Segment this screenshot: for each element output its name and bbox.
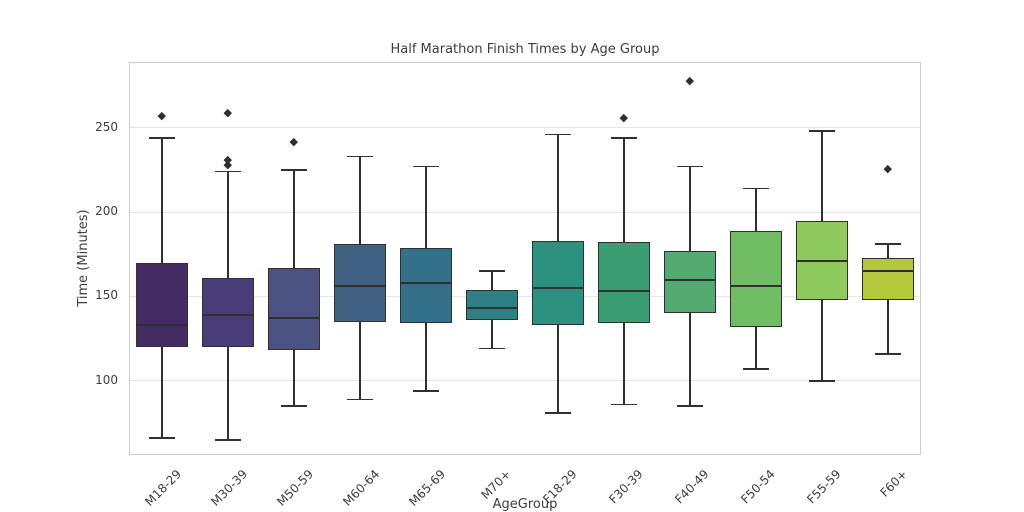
whisker-lower [887,299,889,354]
y-tick-label-200: 200 [95,204,118,219]
median-F30-39 [598,290,650,293]
whisker-cap-upper [809,130,835,132]
whisker-upper [491,271,493,290]
box-F18-29 [532,240,584,326]
whisker-lower [425,323,427,391]
whisker-upper [821,131,823,221]
y-tick-label-250: 250 [95,119,118,134]
median-F60+ [862,270,914,273]
median-F40-49 [664,278,716,281]
whisker-upper [161,137,163,263]
whisker-lower [623,323,625,405]
whisker-cap-upper [347,155,373,158]
chart-title: Half Marathon Finish Times by Age Group [390,42,660,57]
whisker-cap-lower [149,437,175,439]
whisker-cap-lower [413,390,439,392]
y-gridline-200 [130,211,920,213]
whisker-lower [689,313,691,407]
box-F50-54 [730,230,782,327]
y-axis-label: Time (Minutes) [76,209,91,307]
whisker-upper [293,169,295,268]
whisker-upper [557,134,559,241]
whisker-upper [623,137,625,243]
box-F40-49 [664,250,716,314]
whisker-cap-lower [281,405,307,407]
whisker-upper [359,156,361,245]
median-F50-54 [730,285,782,288]
whisker-cap-lower [545,412,571,414]
y-tick-label-150: 150 [95,288,118,303]
whisker-cap-lower [875,353,901,355]
median-M65-69 [400,281,452,284]
box-F60+ [862,257,914,300]
median-M60-64 [334,285,386,288]
whisker-cap-upper [149,137,175,139]
whisker-upper [425,166,427,248]
whisker-cap-lower [479,347,505,350]
whisker-cap-upper [611,137,637,139]
whisker-upper [755,188,757,231]
median-M70+ [466,307,518,310]
whisker-cap-lower [809,380,835,382]
whisker-cap-upper [281,169,307,171]
box-M30-39 [202,277,254,348]
whisker-lower [227,347,229,440]
box-M70+ [466,289,518,321]
whisker-cap-upper [677,165,703,168]
y-gridline-150 [130,295,920,297]
median-M50-59 [268,317,320,320]
median-M30-39 [202,314,254,316]
whisker-cap-lower [743,368,769,370]
whisker-cap-upper [413,165,439,168]
whisker-cap-lower [215,439,241,441]
y-tick-label-100: 100 [95,372,118,387]
box-M18-29 [136,262,188,348]
y-gridline-250 [130,127,920,129]
whisker-cap-upper [545,133,571,136]
whisker-cap-lower [611,403,637,406]
whisker-cap-lower [347,398,373,401]
whisker-cap-upper [215,170,241,173]
whisker-cap-upper [743,187,769,190]
y-gridline-100 [130,380,920,382]
whisker-lower [491,320,493,349]
whisker-cap-lower [677,405,703,407]
whisker-lower [161,347,163,439]
whisker-upper [689,166,691,251]
median-M18-29 [136,324,188,327]
whisker-lower [359,321,361,400]
box-M60-64 [334,244,386,322]
x-axis-label: AgeGroup [492,497,558,512]
whisker-lower [293,350,295,407]
median-F55-59 [796,260,848,263]
box-M65-69 [400,247,452,324]
whisker-lower [755,326,757,369]
box-M50-59 [268,267,320,351]
whisker-cap-upper [479,270,505,272]
whisker-upper [887,244,889,258]
whisker-lower [557,325,559,413]
box-F30-39 [598,242,650,324]
whisker-upper [227,171,229,278]
whisker-lower [821,299,823,381]
x-tick-label-F60+: F60+ [877,467,910,500]
whisker-cap-upper [875,243,901,245]
median-F18-29 [532,287,584,290]
